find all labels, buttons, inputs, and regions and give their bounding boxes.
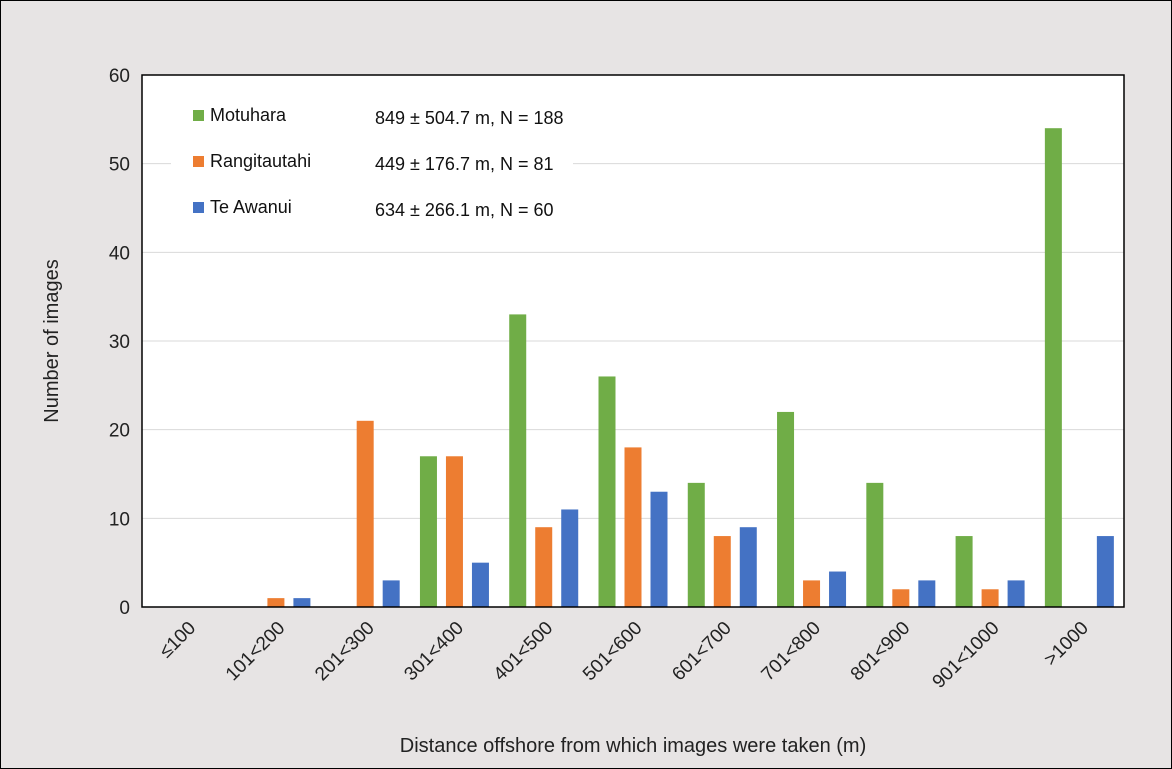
legend-stat: 634 ± 266.1 m, N = 60: [375, 200, 554, 220]
bar-motuhara: [1044, 128, 1062, 607]
y-tick-label: 60: [109, 66, 130, 87]
bar-rangitautahi: [713, 536, 731, 607]
bar-rangitautahi: [624, 447, 642, 607]
y-axis-title: Number of images: [41, 259, 63, 422]
y-tick-label: 30: [109, 332, 130, 353]
bar-te-awanui: [1007, 580, 1025, 607]
bar-te-awanui: [561, 509, 579, 607]
bar-te-awanui: [650, 491, 668, 607]
plot-border: [141, 74, 1125, 608]
legend-label: Motuhara: [210, 105, 287, 125]
bar-motuhara: [777, 411, 795, 607]
y-tick-label: 40: [109, 243, 130, 264]
x-tick-label: 201<300: [311, 618, 379, 686]
x-tick-label: 301<400: [400, 618, 468, 686]
y-tick-label: 0: [119, 598, 130, 619]
legend-box: [171, 96, 573, 236]
x-axis-title: Distance offshore from which images were…: [400, 735, 866, 757]
bar-motuhara: [419, 456, 437, 607]
x-tick-label: 101<200: [222, 618, 290, 686]
x-tick-label: ≤100: [156, 618, 201, 663]
legend-label: Rangitautahi: [210, 151, 311, 171]
bar-rangitautahi: [535, 527, 553, 607]
y-tick-label: 50: [109, 155, 130, 176]
bars: [267, 128, 1114, 607]
x-tick-label: 401<500: [490, 618, 558, 686]
legend-swatch: [193, 156, 204, 167]
bar-motuhara: [687, 482, 705, 607]
bar-te-awanui: [382, 580, 400, 607]
legend-swatch: [193, 110, 204, 121]
legend-swatch: [193, 202, 204, 213]
bar-te-awanui: [1096, 536, 1114, 607]
bar-rangitautahi: [981, 589, 999, 607]
bar-te-awanui: [829, 571, 847, 607]
bar-rangitautahi: [892, 589, 910, 607]
legend: Motuhara 849 ± 504.7 m, N = 188 Rangitauta…: [171, 96, 573, 236]
bar-rangitautahi: [356, 420, 374, 607]
bar-rangitautahi: [445, 456, 463, 607]
legend-stat: 449 ± 176.7 m, N = 81: [375, 154, 554, 174]
bar-motuhara: [866, 482, 884, 607]
y-tick-label: 20: [109, 421, 130, 442]
x-tick-label: 701<800: [758, 618, 826, 686]
y-axis: 0 10 20 30 40 50 60: [109, 66, 130, 619]
bar-rangitautahi: [803, 580, 821, 607]
x-tick-label: 601<700: [668, 618, 736, 686]
x-tick-label: 801<900: [847, 618, 915, 686]
bar-te-awanui: [739, 527, 757, 607]
x-axis: ≤100 101<200 201<300 301<400 401<500 501<600 6…: [156, 618, 1093, 693]
x-tick-label: 501<600: [579, 618, 647, 686]
bar-rangitautahi: [267, 598, 285, 607]
legend-label: Te Awanui: [210, 197, 292, 217]
x-tick-label: 901<1000: [929, 618, 1004, 693]
bar-te-awanui: [293, 598, 311, 607]
bar-motuhara: [598, 376, 616, 607]
bar-te-awanui: [918, 580, 936, 607]
x-tick-label: >1000: [1040, 618, 1093, 671]
bar-motuhara: [509, 314, 527, 607]
bar-te-awanui: [471, 562, 489, 607]
y-tick-label: 10: [109, 509, 130, 530]
bar-motuhara: [955, 536, 973, 607]
legend-stat: 849 ± 504.7 m, N = 188: [375, 108, 564, 128]
